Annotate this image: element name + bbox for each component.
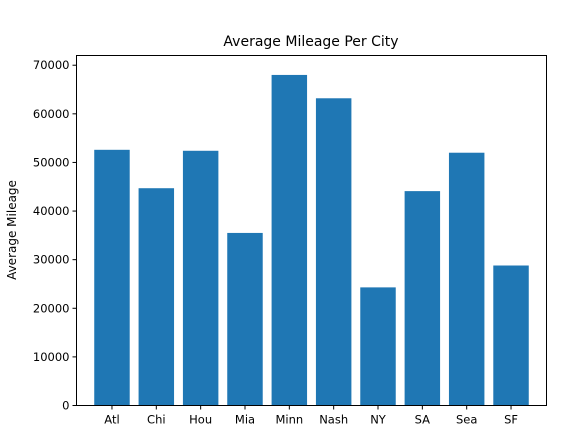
y-tick-label: 10000 <box>33 350 70 364</box>
x-tick-label: Sea <box>456 413 477 427</box>
y-tick-label: 0 <box>62 399 69 413</box>
bar-minn <box>271 74 308 406</box>
bar-ny <box>360 287 396 406</box>
bar-hou <box>182 150 219 406</box>
y-tick-label: 20000 <box>33 301 70 315</box>
bars-group <box>94 74 529 406</box>
y-tick-label: 70000 <box>33 58 70 72</box>
bar-chi <box>138 188 175 406</box>
y-tick-label: 50000 <box>33 155 70 169</box>
bar-sea <box>448 152 485 406</box>
x-tick-label: NY <box>370 413 387 427</box>
x-tick-label: Atl <box>104 413 119 427</box>
bar-sf <box>493 265 529 406</box>
bar-sa <box>404 191 441 406</box>
bar-mia <box>227 232 263 406</box>
y-axis-label: Average Mileage <box>5 180 19 280</box>
x-tick-label: Mia <box>235 413 255 427</box>
y-tick-label: 60000 <box>33 107 70 121</box>
bar-atl <box>94 149 130 406</box>
x-tick-label: SF <box>504 413 518 427</box>
y-tick-label: 30000 <box>33 253 70 267</box>
y-ticks-group: 0 10000 20000 30000 40000 50000 60000 70000 <box>33 58 77 413</box>
x-ticks-group: Atl Chi Hou Mia Minn Nash NY SA Sea SF <box>104 405 518 427</box>
chart-title: Average Mileage Per City <box>223 34 398 50</box>
x-tick-label: Hou <box>189 413 212 427</box>
bar-nash <box>315 98 352 406</box>
x-tick-label: Nash <box>319 413 348 427</box>
x-tick-label: Chi <box>147 413 166 427</box>
plot-frame <box>76 55 547 406</box>
x-tick-label: SA <box>415 413 431 427</box>
x-tick-label: Minn <box>275 413 303 427</box>
y-tick-label: 40000 <box>33 204 70 218</box>
